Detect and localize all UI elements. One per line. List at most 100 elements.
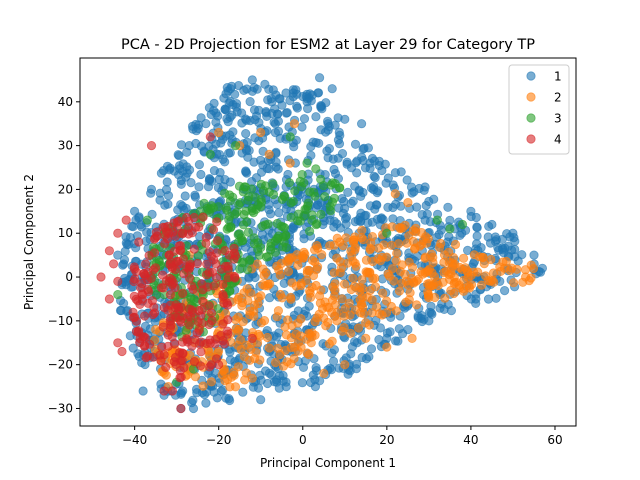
scatter-point bbox=[372, 200, 382, 210]
scatter-point bbox=[426, 301, 436, 311]
scatter-point bbox=[322, 146, 332, 156]
scatter-point bbox=[364, 352, 374, 362]
scatter-point bbox=[283, 169, 293, 180]
scatter-point bbox=[137, 278, 147, 289]
scatter-point bbox=[247, 373, 257, 383]
scatter-point bbox=[428, 280, 438, 290]
scatter-point bbox=[448, 260, 458, 271]
scatter-point bbox=[158, 283, 168, 293]
scatter-point bbox=[367, 232, 377, 242]
scatter-point bbox=[177, 201, 188, 211]
scatter-point bbox=[499, 263, 510, 273]
scatter-point bbox=[195, 339, 205, 349]
scatter-point bbox=[222, 205, 232, 215]
scatter-point bbox=[305, 187, 315, 197]
legend-marker bbox=[526, 92, 536, 102]
scatter-point bbox=[161, 362, 171, 372]
scatter-point bbox=[369, 171, 379, 181]
scatter-point bbox=[261, 252, 272, 262]
scatter-point bbox=[327, 84, 337, 94]
y-tick-label: 20 bbox=[58, 182, 73, 196]
scatter-point bbox=[330, 179, 340, 189]
scatter-point bbox=[176, 179, 186, 189]
scatter-point bbox=[134, 213, 144, 223]
scatter-point bbox=[260, 79, 270, 89]
scatter-point bbox=[220, 188, 230, 198]
scatter-point bbox=[256, 318, 266, 328]
scatter-point bbox=[116, 305, 126, 316]
scatter-point bbox=[333, 135, 343, 145]
scatter-point bbox=[223, 117, 233, 127]
scatter-point bbox=[388, 180, 398, 190]
scatter-point bbox=[269, 377, 279, 387]
scatter-point bbox=[400, 220, 410, 230]
scatter-point bbox=[175, 164, 185, 174]
scatter-point bbox=[201, 270, 212, 280]
scatter-point bbox=[175, 241, 186, 251]
scatter-point bbox=[383, 173, 393, 183]
scatter-point bbox=[290, 186, 300, 196]
scatter-point bbox=[466, 206, 476, 216]
scatter-point bbox=[250, 115, 260, 125]
scatter-point bbox=[190, 190, 200, 200]
scatter-point bbox=[180, 191, 190, 201]
scatter-point bbox=[381, 307, 392, 318]
scatter-point bbox=[348, 273, 358, 283]
y-tick-label: −10 bbox=[48, 314, 73, 328]
scatter-point bbox=[297, 378, 307, 388]
scatter-point bbox=[296, 314, 306, 324]
scatter-point bbox=[424, 292, 434, 303]
scatter-point bbox=[355, 295, 365, 305]
scatter-point bbox=[283, 266, 294, 277]
scatter-point bbox=[201, 238, 211, 248]
scatter-point bbox=[420, 252, 430, 262]
scatter-point bbox=[149, 234, 159, 244]
scatter-point bbox=[289, 353, 299, 364]
scatter-point bbox=[266, 238, 276, 248]
scatter-point bbox=[497, 234, 507, 244]
scatter-point bbox=[226, 223, 236, 233]
scatter-point bbox=[293, 209, 303, 219]
scatter-point bbox=[223, 329, 233, 339]
scatter-point bbox=[341, 233, 351, 243]
scatter-point bbox=[329, 164, 339, 175]
scatter-point bbox=[272, 233, 282, 243]
scatter-point bbox=[188, 284, 198, 294]
scatter-point bbox=[332, 253, 342, 263]
scatter-point bbox=[280, 322, 290, 332]
scatter-point bbox=[537, 263, 548, 273]
scatter-point bbox=[272, 261, 282, 271]
scatter-point bbox=[329, 222, 339, 232]
scatter-point bbox=[382, 342, 392, 352]
scatter-point bbox=[337, 326, 347, 336]
legend-entry-4: 4 bbox=[526, 133, 562, 147]
scatter-point bbox=[392, 248, 402, 258]
scatter-point bbox=[205, 362, 215, 372]
scatter-point bbox=[233, 312, 243, 322]
y-tick-label: 10 bbox=[58, 226, 73, 240]
scatter-point bbox=[340, 303, 350, 314]
scatter-point bbox=[271, 332, 282, 342]
scatter-point bbox=[191, 119, 201, 130]
scatter-point bbox=[265, 209, 276, 219]
scatter-point bbox=[305, 292, 316, 302]
scatter-point bbox=[377, 252, 387, 262]
scatter-point bbox=[218, 279, 228, 289]
scatter-point bbox=[420, 215, 430, 225]
scatter-point bbox=[176, 403, 186, 414]
scatter-point bbox=[198, 212, 208, 222]
scatter-point bbox=[285, 96, 295, 106]
scatter-point bbox=[444, 270, 454, 280]
scatter-point bbox=[445, 215, 455, 225]
scatter-point bbox=[391, 256, 401, 266]
scatter-point bbox=[311, 112, 321, 122]
scatter-point bbox=[353, 323, 364, 333]
scatter-point bbox=[313, 88, 323, 98]
scatter-point bbox=[321, 321, 331, 331]
scatter-point bbox=[238, 387, 248, 397]
scatter-point bbox=[278, 361, 289, 371]
scatter-point bbox=[366, 183, 377, 193]
scatter-point bbox=[165, 323, 175, 333]
y-tick-label: −20 bbox=[48, 358, 73, 372]
scatter-point bbox=[277, 194, 287, 204]
